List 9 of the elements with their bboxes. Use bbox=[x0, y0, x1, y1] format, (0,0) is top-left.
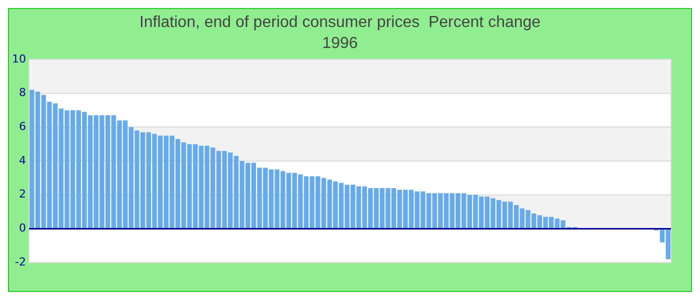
y-tick-label: 10 bbox=[12, 52, 26, 66]
chart-title: Inflation, end of period consumer prices Percent change bbox=[139, 14, 541, 32]
y-tick-label: 4 bbox=[18, 154, 26, 167]
y-tick-label: 6 bbox=[18, 120, 26, 133]
y-tick-label: -2 bbox=[15, 255, 26, 268]
y-tick-label: 2 bbox=[18, 188, 26, 201]
y-tick-label: 0 bbox=[18, 222, 26, 235]
y-tick-label: 8 bbox=[18, 86, 26, 100]
chart-subtitle: 1996 bbox=[322, 35, 358, 52]
